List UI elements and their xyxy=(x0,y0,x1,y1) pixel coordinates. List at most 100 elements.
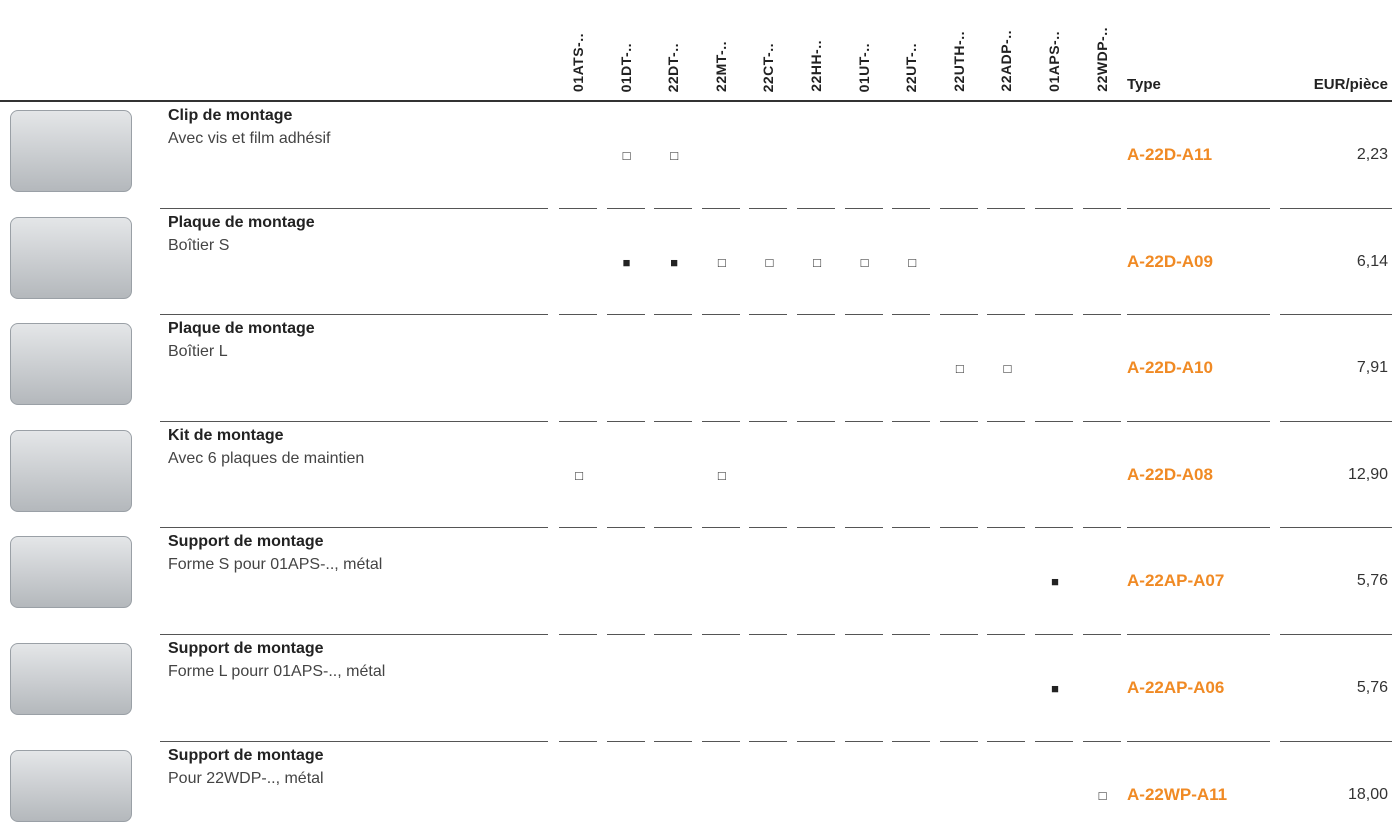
compat-mark: □ xyxy=(860,254,869,270)
row-rule xyxy=(701,527,740,529)
compat-mark: □ xyxy=(670,148,679,163)
row-rule xyxy=(1127,740,1270,742)
column-header: 22WDP-.. xyxy=(1093,27,1110,92)
row-rule xyxy=(797,634,835,635)
row-rule xyxy=(1082,314,1121,316)
type-header: Type xyxy=(1127,76,1161,93)
product-image xyxy=(10,216,132,299)
product-title: Support de montage xyxy=(168,533,324,551)
price: 2,23 xyxy=(1356,146,1388,163)
product-subtitle: Pour 22WDP-.., métal xyxy=(168,769,324,787)
row-rule xyxy=(160,527,548,529)
row-rule xyxy=(844,314,883,316)
type-code: A-22AP-A06 xyxy=(1127,678,1225,697)
row-rule xyxy=(1035,527,1073,529)
row-rule xyxy=(1127,420,1270,422)
row-rule xyxy=(844,634,883,635)
row-rule xyxy=(1280,740,1392,742)
row-rule xyxy=(160,740,548,742)
header-rule xyxy=(0,100,1392,102)
price: 7,91 xyxy=(1356,359,1388,377)
product-subtitle: Forme L pourr 01APS-.., métal xyxy=(168,663,386,680)
row-rule xyxy=(559,420,597,422)
price: 5,76 xyxy=(1356,572,1388,590)
row-rule xyxy=(701,420,740,422)
row-rule xyxy=(749,527,788,529)
row-rule xyxy=(559,527,597,529)
row-rule xyxy=(844,740,883,742)
product-image xyxy=(10,323,132,406)
row-rule xyxy=(701,314,740,316)
row-rule xyxy=(749,740,788,742)
compat-mark: □ xyxy=(1098,787,1107,803)
row-rule xyxy=(606,634,645,635)
row-rule xyxy=(701,634,740,635)
row-rule xyxy=(1127,207,1270,209)
row-rule xyxy=(797,740,835,742)
row-rule xyxy=(1035,207,1073,209)
compat-mark: ■ xyxy=(670,254,679,270)
row-rule xyxy=(160,634,548,635)
row-rule xyxy=(939,634,978,635)
row-rule xyxy=(987,740,1026,742)
row-rule xyxy=(160,314,548,316)
compat-mark: ■ xyxy=(1051,574,1059,590)
row-rule xyxy=(844,207,883,209)
row-rule xyxy=(1082,527,1121,529)
row-rule xyxy=(892,207,931,209)
row-rule xyxy=(1035,420,1073,422)
column-header: 01APS-.. xyxy=(1046,31,1062,92)
product-title: Support de montage xyxy=(168,746,324,764)
product-subtitle: Boîtier L xyxy=(168,343,228,361)
compat-mark: □ xyxy=(765,254,774,270)
row-rule xyxy=(939,527,978,529)
column-header: 01UT-.. xyxy=(855,42,872,92)
type-code: A-22WP-A11 xyxy=(1127,784,1228,804)
compat-mark: □ xyxy=(717,467,726,483)
row-rule xyxy=(987,527,1026,529)
product-subtitle: Boîtier S xyxy=(168,236,230,254)
row-rule xyxy=(1127,527,1270,529)
product-image xyxy=(10,429,132,512)
row-rule xyxy=(987,207,1026,209)
type-code: A-22D-A11 xyxy=(1127,145,1213,164)
product-title: Support de montage xyxy=(168,640,324,657)
row-rule xyxy=(797,420,835,422)
price: 6,14 xyxy=(1356,252,1388,270)
row-rule xyxy=(939,420,978,422)
row-rule xyxy=(892,634,931,635)
column-header: 22HH-.. xyxy=(808,40,824,92)
product-subtitle: Avec vis et film adhésif xyxy=(168,130,331,147)
column-header: 22DT-.. xyxy=(665,42,682,92)
row-rule xyxy=(1127,314,1270,316)
compat-mark: □ xyxy=(908,254,917,270)
row-rule xyxy=(1035,634,1073,635)
column-header: 22ADP-.. xyxy=(998,30,1015,92)
row-rule xyxy=(606,527,645,529)
type-code: A-22AP-A07 xyxy=(1127,571,1225,591)
row-rule xyxy=(797,207,835,209)
row-rule xyxy=(749,314,788,316)
price: 18,00 xyxy=(1347,785,1388,803)
compat-mark: □ xyxy=(813,254,821,270)
row-rule xyxy=(701,207,740,209)
row-rule xyxy=(892,527,931,529)
row-rule xyxy=(160,420,548,422)
row-rule xyxy=(1035,314,1073,316)
row-rule xyxy=(939,207,978,209)
column-header: 01DT-.. xyxy=(617,42,634,92)
price: 12,90 xyxy=(1347,465,1388,483)
row-rule xyxy=(654,314,693,316)
product-title: Plaque de montage xyxy=(168,213,315,231)
type-code: A-22D-A09 xyxy=(1127,251,1213,271)
row-rule xyxy=(654,420,693,422)
compat-mark: □ xyxy=(622,148,631,163)
row-rule xyxy=(1280,420,1392,422)
product-image xyxy=(10,536,132,609)
row-rule xyxy=(654,634,693,635)
product-subtitle: Forme S pour 01APS-.., métal xyxy=(168,556,383,574)
column-header: 22UTH-.. xyxy=(950,31,967,92)
compat-mark: □ xyxy=(717,254,726,270)
row-rule xyxy=(939,740,978,742)
row-rule xyxy=(749,207,788,209)
